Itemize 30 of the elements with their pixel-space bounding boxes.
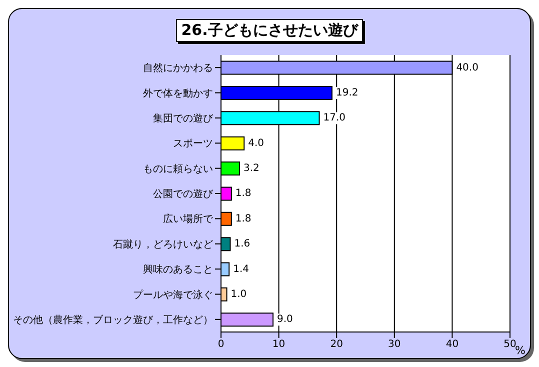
data-label: 19.2: [336, 87, 358, 98]
data-label: 1.8: [235, 188, 252, 200]
y-tick-label: 集団での遊び: [153, 112, 214, 125]
data-label: 3.2: [243, 163, 260, 174]
y-tick-label: スポーツ: [173, 138, 213, 150]
data-label: 1.8: [235, 213, 252, 224]
data-label: 1.4: [233, 264, 249, 275]
x-tick-label: 40: [446, 339, 459, 350]
data-label: 40.0: [456, 62, 478, 74]
y-tick-label: プールや海で泳ぐ: [133, 288, 213, 301]
x-axis-title: %: [515, 344, 526, 357]
x-tick-label: 10: [272, 339, 286, 350]
y-tick-label: 外で体を動かす: [143, 87, 213, 100]
x-tick-label: 0: [218, 339, 224, 350]
y-tick-label: 石蹴り，どろけいなど: [113, 238, 213, 250]
data-label: 17.0: [323, 112, 346, 124]
y-tick-label: 自然にかかわる: [143, 62, 213, 74]
x-tick-label: 30: [388, 339, 401, 350]
y-tick-label: その他（農作業，ブロック遊び，工作など）: [13, 314, 213, 326]
x-tick-label: 50: [504, 339, 516, 350]
y-tick-label: 公園での遊び: [153, 188, 214, 200]
chart-title: 26.子どもにさせたい遊び: [176, 19, 363, 42]
y-tick-label: 興味のあること: [143, 264, 213, 276]
data-label: 4.0: [248, 138, 264, 149]
y-tick-label: ものに頼らない: [143, 162, 213, 175]
x-tick-label: 20: [330, 339, 343, 350]
data-label: 1.0: [230, 288, 247, 300]
data-label: 9.0: [277, 314, 293, 326]
data-label: 1.6: [234, 238, 250, 250]
y-tick-label: 広い場所で: [163, 213, 214, 226]
